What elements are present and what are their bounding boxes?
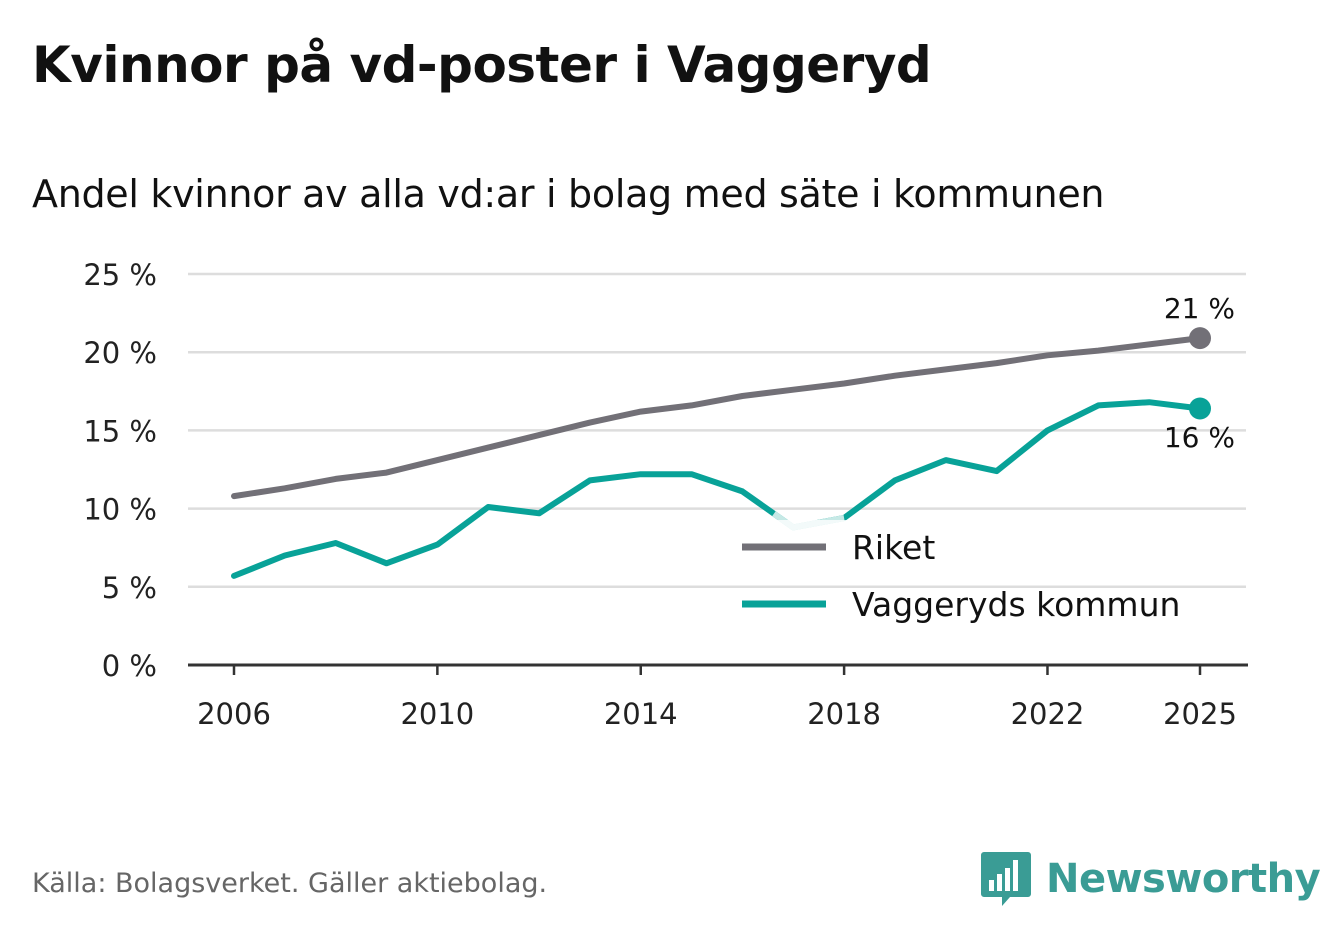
y-tick-label: 25 % <box>83 258 157 292</box>
legend: Riket Vaggeryds kommun <box>728 520 1220 624</box>
chart-subtitle: Andel kvinnor av alla vd:ar i bolag med … <box>32 172 1105 216</box>
x-tick-label: 2025 <box>1163 697 1237 731</box>
end-label-riket: 21 % <box>1164 292 1235 325</box>
y-tick-label: 10 % <box>83 493 157 527</box>
legend-label: Riket <box>852 528 935 567</box>
y-tick-label: 15 % <box>83 414 157 448</box>
series-vaggeryd-line <box>231 399 1203 579</box>
brand-name: Newsworthy <box>1046 856 1321 902</box>
x-tick-label: 2022 <box>1011 697 1085 731</box>
x-tick-label: 2010 <box>400 697 474 731</box>
end-label-vaggeryd: 16 % <box>1164 421 1235 454</box>
source-note: Källa: Bolagsverket. Gäller aktiebolag. <box>32 868 548 899</box>
end-labels: 21 % 16 % <box>1164 292 1235 454</box>
line-chart: 0 %5 %10 %15 %20 %25 % 2006 2010 2014 2018 2… <box>83 258 1248 731</box>
x-tick-label: 2006 <box>197 697 271 731</box>
chart-title: Kvinnor på vd-poster i Vaggeryd <box>32 36 932 94</box>
y-tick-label: 20 % <box>83 336 157 370</box>
legend-label: Vaggeryds kommun <box>852 585 1180 624</box>
series-riket-line <box>231 335 1203 500</box>
series-riket-endpoint <box>1189 327 1211 350</box>
legend-background <box>728 520 1220 584</box>
series-vaggeryd-endpoint <box>1189 397 1211 420</box>
y-tick-label: 0 % <box>102 649 157 683</box>
brand-logo: Newsworthy <box>980 850 1321 908</box>
x-axis: 2006 2010 2014 2018 2022 2025 <box>188 663 1248 731</box>
newsworthy-logo-icon <box>981 852 1031 906</box>
y-tick-label: 5 % <box>102 571 157 605</box>
y-axis-ticks: 0 % 5 % 10 % 15 % 20 % 25 % <box>83 258 157 683</box>
x-tick-label: 2018 <box>807 697 881 731</box>
x-tick-label: 2014 <box>604 697 678 731</box>
